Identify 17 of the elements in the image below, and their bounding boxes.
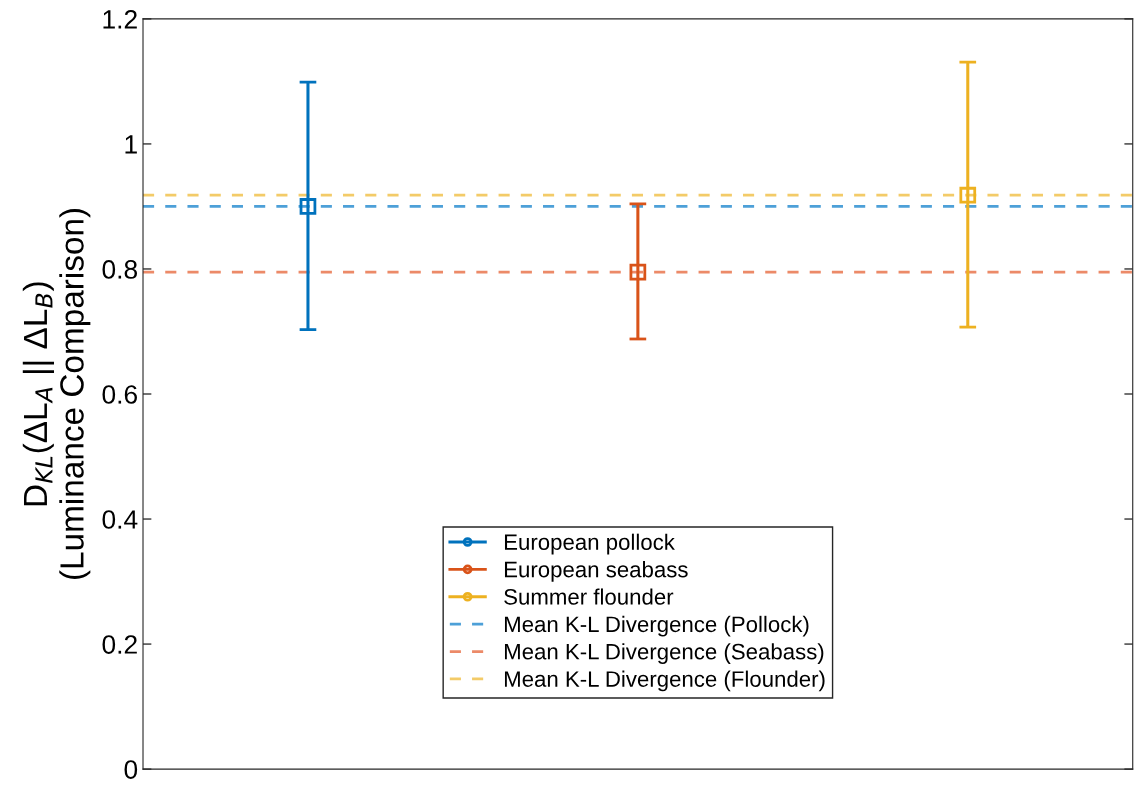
- point: [299, 198, 317, 215]
- y-tick-label: 0.6: [102, 385, 137, 404]
- legend-label: Mean K-L Divergence (Seabass): [504, 643, 824, 664]
- y-tick-label: 0.2: [102, 635, 137, 654]
- y-tick-label: 1.2: [103, 10, 137, 29]
- legend-label: European pollock: [504, 533, 675, 555]
- y-tick-label: 1: [125, 135, 137, 154]
- legend-label: European seabass: [504, 561, 688, 582]
- y-tick-label: 0: [124, 760, 138, 779]
- point: [959, 186, 977, 204]
- y-tick-label: 0.8: [102, 260, 137, 279]
- y-tick-label: 0.4: [102, 510, 138, 529]
- legend-label: Mean K-L Divergence (Pollock): [504, 615, 809, 637]
- legend-label: Mean K-L Divergence (Flounder): [504, 670, 825, 692]
- legend-label: Summer flounder: [504, 588, 674, 605]
- point: [629, 263, 647, 281]
- y-axis-title: D$_{KL}$(ΔL$_{A}$ || ΔL$_{B}$) (Luminance Comparison): [22, 208, 91, 580]
